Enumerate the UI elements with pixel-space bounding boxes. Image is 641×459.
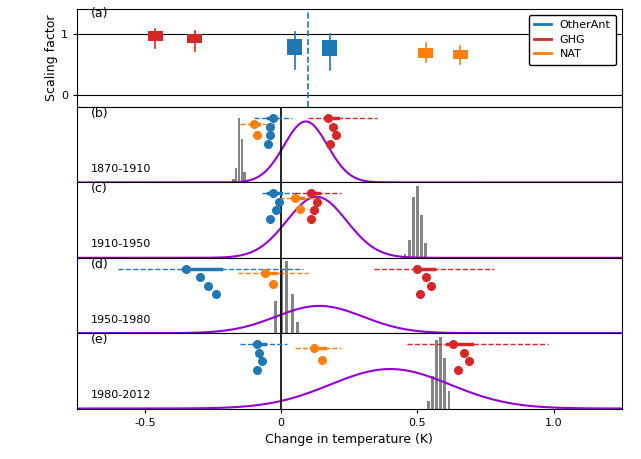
Bar: [412, 197, 415, 258]
Bar: [322, 40, 337, 56]
Text: (a): (a): [90, 7, 108, 20]
Y-axis label: Scaling factor: Scaling factor: [45, 15, 58, 101]
Text: (d): (d): [90, 257, 108, 271]
Legend: OtherAnt, GHG, NAT: OtherAnt, GHG, NAT: [529, 15, 616, 65]
Bar: [424, 243, 427, 258]
Bar: [404, 254, 406, 258]
Bar: [444, 358, 446, 409]
Bar: [447, 391, 450, 409]
Text: (b): (b): [90, 107, 108, 120]
Text: 1870-1910: 1870-1910: [90, 164, 151, 174]
X-axis label: Change in temperature (K): Change in temperature (K): [265, 433, 433, 446]
Bar: [187, 34, 203, 44]
Bar: [431, 376, 434, 409]
Text: (e): (e): [90, 333, 108, 346]
Bar: [296, 322, 299, 333]
Text: 1980-2012: 1980-2012: [90, 390, 151, 400]
Bar: [418, 48, 433, 57]
Bar: [233, 179, 235, 183]
Bar: [420, 215, 423, 258]
Text: 1950-1980: 1950-1980: [90, 314, 151, 325]
Bar: [435, 340, 438, 409]
Bar: [287, 39, 303, 55]
Bar: [290, 294, 294, 333]
Bar: [244, 172, 246, 183]
Text: 1910-1950: 1910-1950: [90, 239, 151, 249]
Bar: [147, 31, 163, 41]
Bar: [274, 301, 278, 333]
Bar: [453, 50, 468, 59]
Bar: [408, 240, 410, 258]
Bar: [240, 140, 243, 183]
Bar: [416, 186, 419, 258]
Bar: [279, 269, 283, 333]
Bar: [285, 262, 288, 333]
Bar: [246, 179, 248, 183]
Bar: [439, 337, 442, 409]
Bar: [235, 168, 237, 183]
Bar: [427, 401, 429, 409]
Bar: [238, 118, 240, 183]
Text: (c): (c): [90, 182, 107, 195]
